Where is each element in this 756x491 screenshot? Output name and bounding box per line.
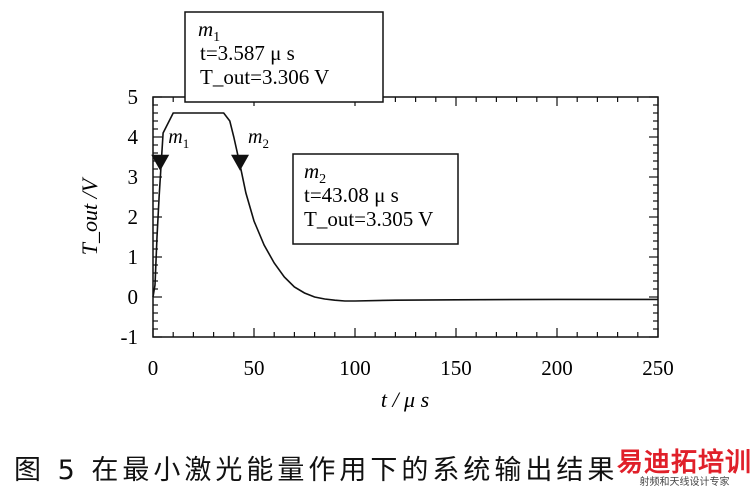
watermark-logo: 易迪拓培训 射频和天线设计专家 bbox=[617, 449, 752, 489]
y-tick-label: 4 bbox=[128, 125, 139, 149]
axis-tick-labels: 0 50 100 150 200 250 -1 0 1 2 3 4 5 bbox=[121, 85, 674, 380]
x-tick-label: 50 bbox=[244, 356, 265, 380]
markers: m1 m2 bbox=[151, 126, 269, 171]
y-tick-label: 3 bbox=[128, 165, 139, 189]
annotation-m2-title: m2 bbox=[304, 159, 326, 187]
annotation-m2-value: T_out=3.305 V bbox=[304, 207, 433, 231]
annotation-box-m1: m1 t=3.587 μ s T_out=3.306 V bbox=[184, 11, 384, 103]
annotation-m2-time: t=43.08 μ s bbox=[304, 183, 399, 207]
x-tick-label: 200 bbox=[541, 356, 573, 380]
watermark-sub: 射频和天线设计专家 bbox=[639, 477, 730, 488]
marker-triangle-m1 bbox=[151, 154, 170, 171]
marker-triangle-m2 bbox=[231, 154, 250, 171]
series-line bbox=[152, 112, 658, 302]
annotation-m1-title: m1 bbox=[198, 17, 220, 45]
x-tick-label: 250 bbox=[642, 356, 674, 380]
chart-svg: 0 50 100 150 200 250 -1 0 1 2 3 4 5 m1 m2 m1 t=3.587 … bbox=[77, 11, 674, 412]
y-tick-label: 5 bbox=[128, 85, 139, 109]
y-axis-label: T_out /V bbox=[77, 176, 102, 255]
annotation-m1-value: T_out=3.306 V bbox=[200, 65, 329, 89]
y-tick-label: 0 bbox=[128, 285, 139, 309]
y-tick-label: -1 bbox=[121, 325, 139, 349]
x-axis-label: t / μ s bbox=[381, 387, 429, 412]
x-tick-label: 0 bbox=[148, 356, 159, 380]
y-tick-label: 2 bbox=[128, 205, 139, 229]
annotation-m1-time: t=3.587 μ s bbox=[200, 41, 295, 65]
watermark-main: 易迪拓培训 bbox=[616, 448, 752, 478]
marker-label-m1: m1 bbox=[168, 126, 189, 151]
marker-label-m2: m2 bbox=[248, 126, 269, 151]
x-tick-label: 100 bbox=[339, 356, 371, 380]
annotation-box-m2: m2 t=43.08 μ s T_out=3.305 V bbox=[292, 153, 459, 245]
x-tick-label: 150 bbox=[440, 356, 472, 380]
y-tick-label: 1 bbox=[128, 245, 139, 269]
figure-caption: 图 5 在最小激光能量作用下的系统输出结果 bbox=[14, 455, 619, 486]
